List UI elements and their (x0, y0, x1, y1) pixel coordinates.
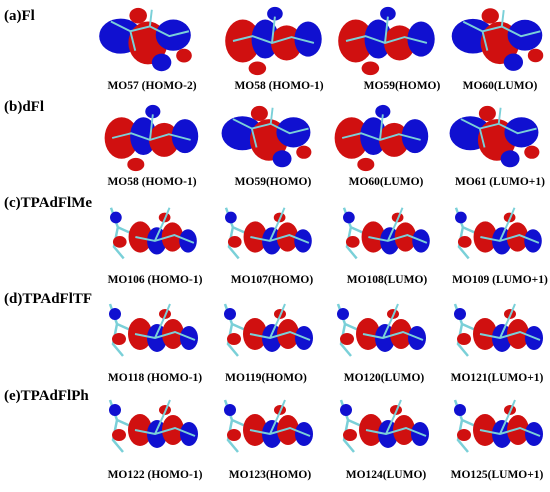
orbital-caption: MO57 (HOMO-2) (107, 80, 196, 92)
orbital-caption: MO59(HOMO) (364, 80, 441, 92)
orbital-image (450, 7, 545, 72)
orbital-caption: MO60(LUMO) (463, 80, 538, 92)
row-label: (d)TPAdFlTF (4, 291, 92, 307)
orbital-caption: MO119(HOMO) (225, 372, 307, 384)
orbital-caption: MO120(LUMO) (344, 372, 425, 384)
orbital-image (452, 398, 545, 454)
orbital-caption: MO122 (HOMO-1) (108, 469, 203, 481)
orbital-image (108, 206, 199, 260)
orbital-caption: MO59(HOMO) (235, 176, 312, 188)
orbital-image (448, 104, 541, 169)
orbital-image (222, 398, 315, 454)
orbital-caption: MO106 (HOMO-1) (108, 274, 203, 286)
orbital-image (335, 302, 428, 358)
orbital-caption: MO121(LUMO+1) (451, 372, 544, 384)
orbital-image (107, 398, 200, 454)
orbital-caption: MO107(HOMO) (231, 274, 314, 286)
orbital-caption: MO60(LUMO) (349, 176, 424, 188)
orbital-caption: MO109 (LUMO+1) (452, 274, 548, 286)
orbital-caption: MO124(LUMO) (346, 469, 427, 481)
orbital-caption: MO123(HOMO) (229, 469, 312, 481)
orbital-image (333, 103, 430, 173)
orbital-image (337, 5, 436, 77)
orbital-image (453, 206, 544, 260)
orbital-image (103, 103, 200, 173)
orbital-image (338, 398, 431, 454)
orbital-caption: MO58 (HOMO-1) (107, 176, 196, 188)
orbital-image (98, 6, 193, 73)
orbital-image (220, 104, 313, 169)
orbital-caption: MO108(LUMO) (347, 274, 428, 286)
orbital-image (452, 302, 545, 358)
orbital-caption: MO58 (HOMO-1) (234, 80, 323, 92)
orbital-image (224, 5, 323, 77)
row-label: (b)dFl (4, 99, 44, 115)
row-label: (c)TPAdFlMe (4, 195, 92, 211)
orbital-image (223, 206, 314, 260)
row-label: (a)Fl (4, 8, 35, 24)
orbital-image (222, 302, 315, 358)
orbital-image (107, 302, 200, 358)
orbital-caption: MO118 (HOMO-1) (108, 372, 202, 384)
orbital-caption: MO61 (LUMO+1) (455, 176, 545, 188)
orbital-caption: MO125(LUMO+1) (451, 469, 544, 481)
row-label: (e)TPAdFlPh (4, 388, 89, 404)
orbital-image (341, 206, 432, 260)
